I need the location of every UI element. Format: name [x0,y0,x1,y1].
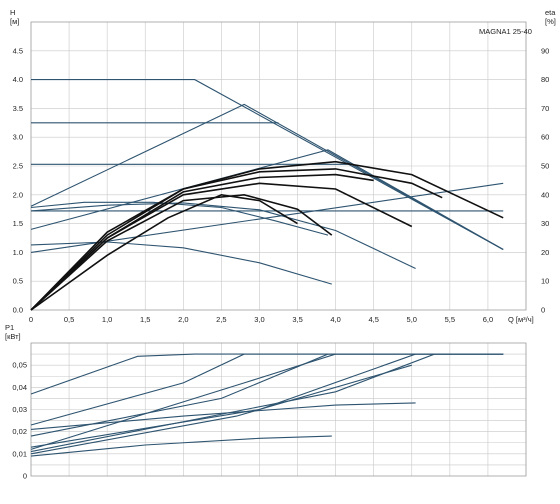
power-chart-panel: 0 0,01 0,02 0,03 0,04 0,05 [12,342,527,481]
x-tick-label-flow: 3,0 [254,315,264,324]
y-tick-label-efficiency: 70 [541,104,549,113]
y-tick-label-head: 2.0 [13,190,23,199]
y-tick-label-head: 0.0 [13,306,23,315]
y-tick-label-efficiency: 60 [541,133,549,142]
y-tick-label-head: 0.5 [13,277,23,286]
y-tick-label-head: 1.5 [13,219,23,228]
power-curve-1 [30,353,504,426]
x-tick-label-flow: 4,5 [368,315,378,324]
y-tick-label-efficiency: 10 [541,277,549,286]
efficiency-curve-11 [30,168,443,311]
power-curve-8 [30,435,332,457]
x-tick-label-flow: 0 [29,315,33,324]
axis-label-unit: [%] [545,17,556,26]
power-curve-2 [30,353,504,437]
power-curve-0 [30,353,504,395]
y-tick-label-power: 0,03 [12,405,27,414]
x-tick-label-flow: 1,5 [140,315,150,324]
y-tick-label-head: 1.0 [13,248,23,257]
y-tick-label-power: 0,05 [12,361,27,370]
x-tick-label-flow: 1,0 [102,315,112,324]
axis-label-name: eta [545,8,556,17]
y-tick-label-power: 0 [23,472,27,481]
head-curve-4 [30,103,504,250]
y-tick-label-efficiency: 90 [541,46,549,55]
head-curve-9 [30,241,332,285]
x-tick-label-flow: 5,0 [407,315,417,324]
head-curve-5 [30,149,504,250]
head-curve-8 [30,202,416,269]
head-curve-7 [30,201,329,236]
y-tick-label-efficiency: 50 [541,162,549,171]
y-tick-label-power: 0,04 [12,383,27,392]
y-tick-label-efficiency: 80 [541,75,549,84]
x-tick-label-flow: 4,0 [330,315,340,324]
head-chart-panel: 0.0 0.5 1.0 1.5 2.0 2.5 3.0 3.5 4.0 4.5 0 10 20 30 40 5… [13,21,549,324]
y-tick-label-head: 2.5 [13,162,23,171]
power-curve-6 [30,364,412,455]
axis-label-name: H [10,8,15,17]
y-tick-label-head: 4.5 [13,46,23,55]
axis-label-unit: [кВт] [5,332,21,341]
y-tick-label-efficiency: 40 [541,190,549,199]
y-tick-label-head: 3.5 [13,104,23,113]
y-tick-label-efficiency: 20 [541,248,549,257]
head-curve-0 [31,79,504,250]
power-curve-3 [30,353,504,448]
chart-labels: MAGNA1 25-40 H [м] eta [%] Q [м³/ч] P1 [кВт… [5,8,556,341]
axis-label-unit: [м] [10,17,19,26]
y-tick-label-power: 0,02 [12,427,27,436]
x-tick-label-flow: 3,5 [292,315,302,324]
x-axis-label-flow: Q [м³/ч] [508,315,534,324]
y-tick-label-efficiency: 0 [541,306,545,315]
y-tick-label-head: 3.0 [13,133,23,142]
efficiency-curve-10 [30,160,504,311]
head-plot-frame [30,21,527,311]
x-tick-label-flow: 6,0 [483,315,493,324]
y-axis-label-power: P1 [кВт] [5,323,21,341]
power-curve-7 [30,402,416,430]
y-axis-label-efficiency: eta [%] [545,8,556,26]
power-curve-5 [30,353,504,450]
x-tick-label-flow: 0,5 [64,315,74,324]
x-tick-label-flow: 2,5 [216,315,226,324]
y-tick-label-efficiency: 30 [541,219,549,228]
y-tick-label-power: 0,01 [12,449,27,458]
axis-label-name: P1 [5,323,14,332]
power-plot-frame [30,342,527,477]
y-tick-label-head: 4.0 [13,75,23,84]
x-tick-label-flow: 2,0 [178,315,188,324]
head-curve-6 [30,182,504,253]
head-grid [30,21,527,311]
efficiency-curve-13 [30,182,413,311]
efficiency-curve-15 [30,193,298,311]
chart-title: MAGNA1 25-40 [479,27,532,36]
y-axis-label-head: H [м] [10,8,19,26]
x-tick-label-flow: 5,5 [445,315,455,324]
